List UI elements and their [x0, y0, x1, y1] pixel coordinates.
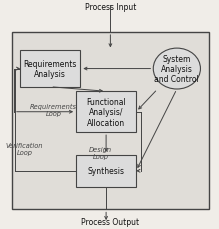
FancyBboxPatch shape	[20, 51, 80, 87]
FancyBboxPatch shape	[12, 33, 209, 210]
Text: Requirements
Loop: Requirements Loop	[30, 104, 77, 117]
FancyBboxPatch shape	[76, 92, 136, 133]
Text: Process Output: Process Output	[81, 218, 140, 226]
Text: Process Input: Process Input	[85, 3, 136, 11]
Text: System
Analysis
and Control: System Analysis and Control	[154, 55, 199, 84]
Text: Requirements
Analysis: Requirements Analysis	[24, 60, 77, 79]
Text: Functional
Analysis/
Allocation: Functional Analysis/ Allocation	[86, 97, 126, 127]
Ellipse shape	[153, 49, 200, 90]
Text: Synthesis: Synthesis	[88, 166, 125, 176]
FancyBboxPatch shape	[76, 155, 136, 187]
Text: Design
Loop: Design Loop	[89, 147, 112, 159]
Text: Verification
Loop: Verification Loop	[6, 142, 43, 155]
